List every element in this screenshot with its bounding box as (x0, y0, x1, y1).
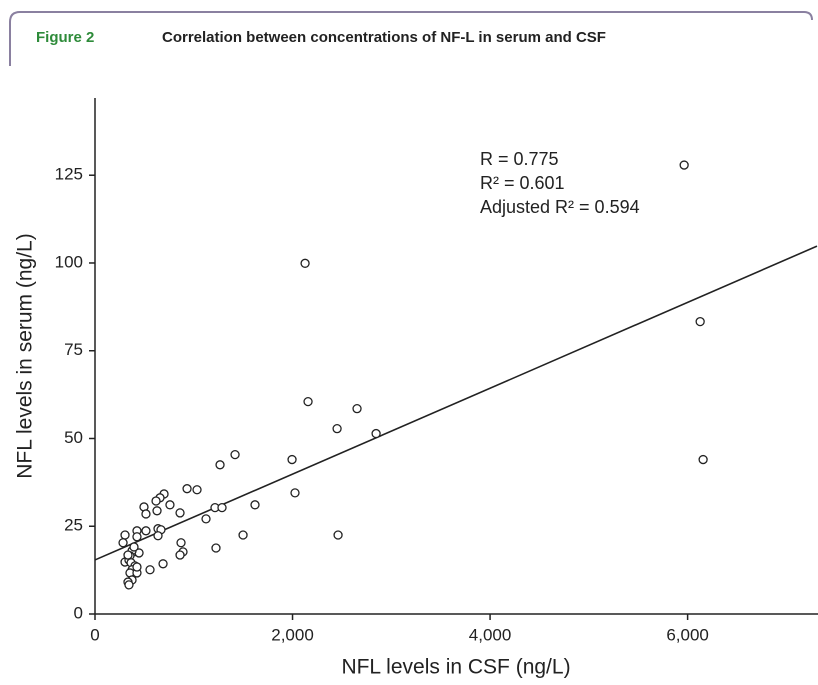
header-frame (9, 11, 813, 66)
point (332, 424, 342, 434)
point (192, 485, 202, 495)
point (151, 496, 161, 506)
x-tick-label: 6,000 (666, 625, 709, 644)
x-tick-label: 0 (90, 625, 99, 644)
point (175, 550, 185, 560)
point (215, 460, 225, 470)
point (287, 454, 297, 465)
point (182, 484, 192, 494)
point (118, 538, 128, 548)
x-axis-label: NFL levels in CSF (ng/L) (341, 656, 570, 679)
point (132, 562, 142, 572)
point (371, 428, 381, 439)
y-axis-label: NFL levels in serum (ng/L) (14, 233, 37, 478)
point (158, 559, 168, 569)
figure-title: Correlation between concentrations of NF… (162, 29, 606, 46)
y-tick-label: 50 (64, 428, 83, 447)
annotation: R² = 0.601 (480, 173, 565, 193)
point (679, 160, 689, 170)
point (176, 538, 186, 548)
point (290, 488, 300, 498)
point (238, 530, 248, 540)
point (165, 500, 175, 510)
point (300, 258, 310, 268)
y-tick-label: 0 (74, 603, 83, 622)
point (352, 404, 362, 414)
point (230, 449, 240, 460)
point (141, 509, 151, 519)
point (217, 502, 227, 513)
point (124, 580, 134, 590)
point (698, 454, 708, 465)
point (175, 508, 185, 518)
y-tick-label: 75 (64, 340, 83, 359)
point (153, 531, 163, 541)
point (695, 316, 705, 327)
point (303, 396, 313, 407)
y-tick-label: 100 (55, 252, 83, 271)
point (152, 506, 162, 516)
y-tick-label: 25 (64, 516, 83, 535)
x-tick-label: 4,000 (469, 625, 512, 644)
fit-line (94, 245, 818, 561)
annotation: Adjusted R² = 0.594 (480, 197, 640, 217)
point (211, 543, 221, 553)
point (250, 500, 260, 510)
point (201, 514, 211, 524)
point (132, 532, 142, 542)
annotation: R = 0.775 (480, 149, 559, 169)
figure-label: Figure 2 (36, 29, 94, 46)
point (333, 530, 343, 540)
point (123, 550, 133, 560)
point (120, 530, 130, 540)
y-tick-label: 125 (55, 165, 83, 184)
point (129, 542, 139, 552)
point (141, 526, 151, 536)
point (145, 565, 155, 575)
x-tick-label: 2,000 (271, 625, 314, 644)
